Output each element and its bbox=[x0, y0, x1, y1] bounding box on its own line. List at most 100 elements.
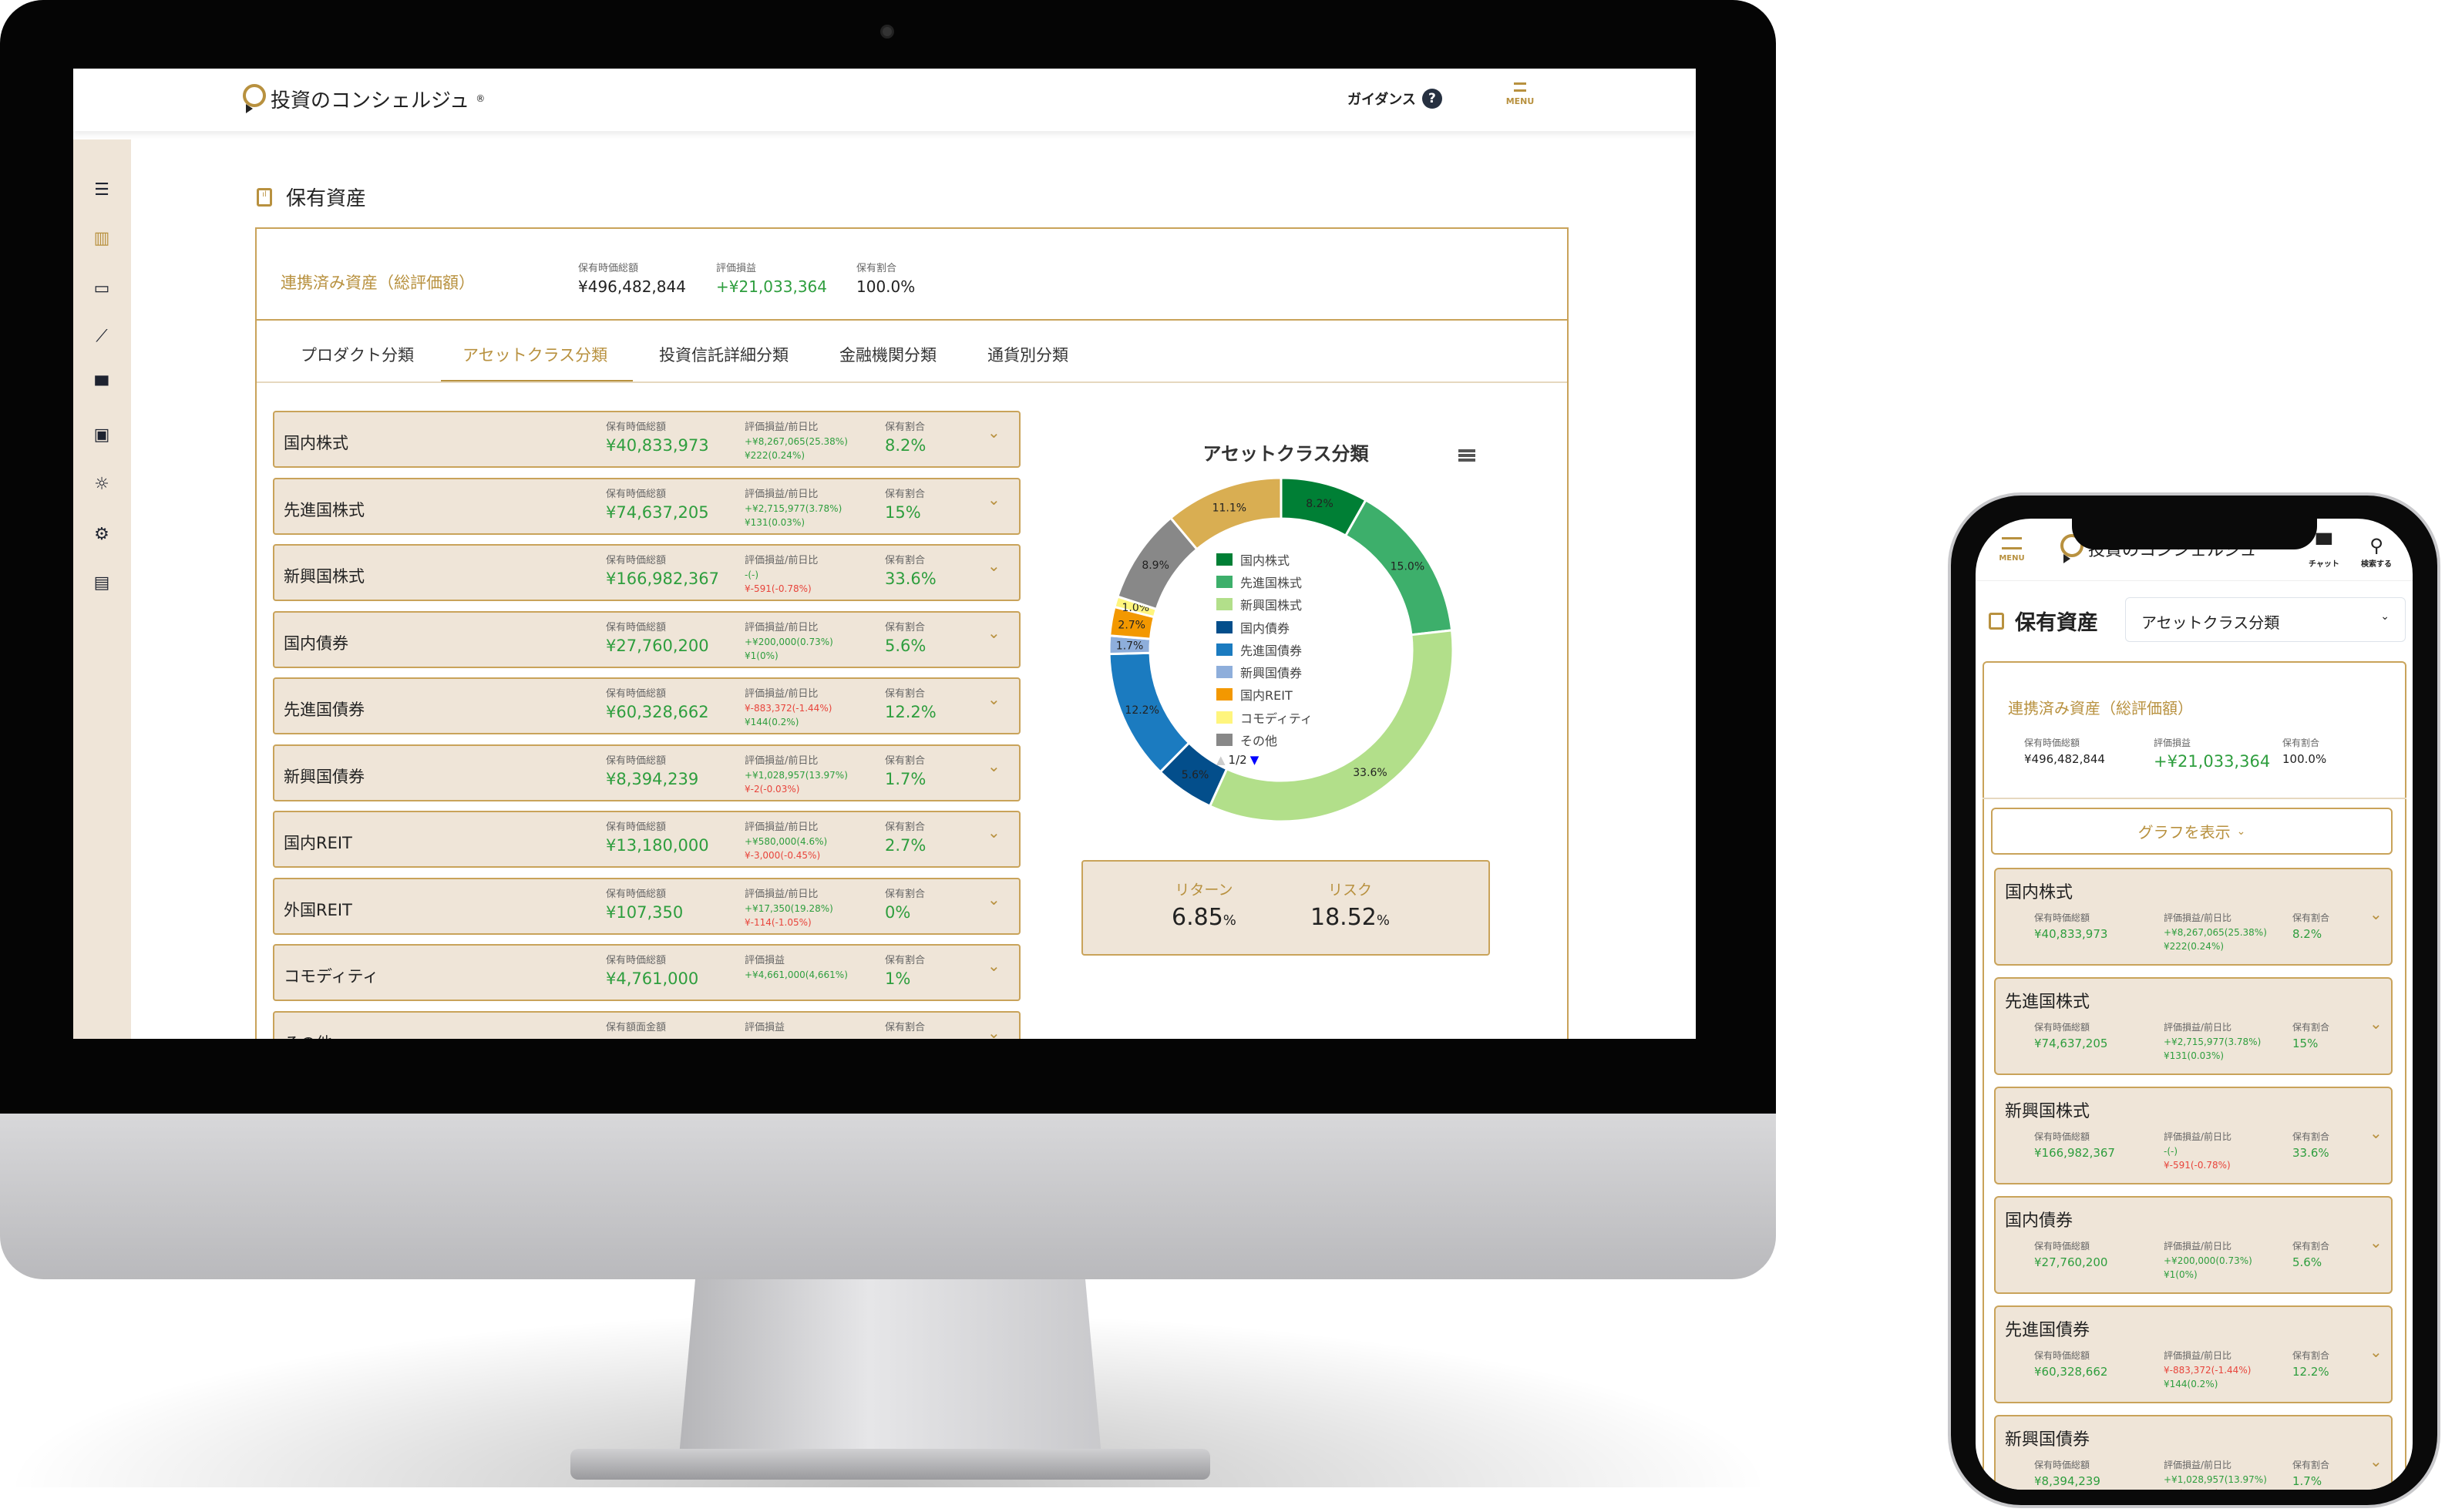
legend-item[interactable]: 先進国債券 bbox=[1216, 638, 1313, 660]
document-icon[interactable]: ▤ bbox=[93, 573, 110, 593]
chevron-down-icon[interactable]: ⌄ bbox=[2369, 1233, 2383, 1252]
chevron-down-icon[interactable]: ⌄ bbox=[2369, 1124, 2383, 1142]
gain-label: 評価損益/前日比 bbox=[2164, 1350, 2232, 1361]
chevron-down-icon[interactable]: ⌄ bbox=[987, 489, 1001, 509]
asset-row[interactable]: コモディティ 保有時価総額 ¥4,761,000 評価損益 +¥4,661,000(4,… bbox=[273, 944, 1021, 1001]
lightbulb-icon[interactable]: ☼ bbox=[94, 474, 109, 494]
tab-2[interactable]: 投資信託詳細分類 bbox=[659, 346, 789, 365]
market-value-col: 保有時価総額 ¥166,982,367 bbox=[606, 552, 719, 588]
logo[interactable]: 投資のコンシェルジュ ® bbox=[241, 84, 485, 113]
credit-card-icon[interactable]: ▭ bbox=[93, 278, 110, 298]
show-graph-button[interactable]: グラフを表示 ⌄ bbox=[1991, 808, 2393, 855]
gain-label: 評価損益/前日比 bbox=[745, 555, 819, 566]
market-value: ¥107,350 bbox=[606, 902, 684, 922]
chevron-down-icon[interactable]: ⌄ bbox=[987, 1023, 1001, 1040]
search-button[interactable]: ⚲ 検索する bbox=[2361, 534, 2392, 569]
legend-item[interactable]: 新興国債券 bbox=[1216, 660, 1313, 683]
legend-next-icon[interactable]: ▼ bbox=[1249, 752, 1259, 767]
chevron-down-icon[interactable]: ⌄ bbox=[2369, 1014, 2383, 1033]
chart-menu-icon[interactable] bbox=[1458, 449, 1475, 462]
asset-row[interactable]: 先進国債券 保有時価総額 ¥60,328,662 評価損益/前日比 ¥-883,372(… bbox=[273, 677, 1021, 734]
legend-swatch bbox=[1216, 711, 1233, 724]
ratio-value: 100.0% bbox=[856, 277, 916, 296]
chevron-down-icon[interactable]: ⌄ bbox=[987, 423, 1001, 442]
asset-row[interactable]: 国内REIT 保有時価総額 ¥13,180,000 評価損益/前日比 +¥580,000… bbox=[273, 811, 1021, 868]
legend-item[interactable]: 国内REIT bbox=[1216, 684, 1313, 706]
contact-card-icon[interactable]: ▣ bbox=[93, 425, 110, 445]
asset-row[interactable]: 新興国債券 保有時価総額 ¥8,394,239 評価損益/前日比 +¥1,028,957… bbox=[273, 744, 1021, 801]
chevron-down-icon[interactable]: ⌄ bbox=[987, 756, 1001, 775]
gain-value: ¥-883,372(-1.44%) bbox=[745, 703, 832, 714]
menu-button[interactable]: MENU bbox=[1501, 82, 1539, 106]
market-value-label: 保有時価総額 bbox=[606, 955, 667, 966]
tab-4[interactable]: 通貨別分類 bbox=[987, 346, 1068, 365]
asset-row[interactable]: 新興国債券 保有時価総額 ¥8,394,239 評価損益/前日比 +¥1,028,957… bbox=[1994, 1415, 2393, 1490]
market-value-label: 保有時価総額 bbox=[2034, 1131, 2090, 1142]
legend-item[interactable]: 国内債券 bbox=[1216, 616, 1313, 638]
legend-swatch bbox=[1216, 643, 1233, 656]
bar-chart-icon bbox=[1989, 612, 2004, 630]
legend-item[interactable]: 先進国株式 bbox=[1216, 570, 1313, 593]
chevron-down-icon[interactable]: ⌄ bbox=[987, 556, 1001, 575]
gain-col: 評価損益/前日比 ¥-883,372(-1.44%) ¥144(0.2%) bbox=[2164, 1349, 2251, 1391]
gear-icon[interactable]: ⚙ bbox=[94, 524, 109, 544]
asset-row[interactable]: 先進国債券 保有時価総額 ¥60,328,662 評価損益/前日比 ¥-883,372(… bbox=[1994, 1305, 2393, 1403]
tab-0[interactable]: プロダクト分類 bbox=[301, 346, 414, 365]
ratio-value: 15% bbox=[885, 502, 921, 522]
chevron-down-icon[interactable]: ⌄ bbox=[2369, 1342, 2383, 1361]
hamburger-icon[interactable]: ☰ bbox=[94, 180, 109, 200]
gain-col: 評価損益/前日比 +¥8,267,065(25.38%) ¥222(0.24%) bbox=[2164, 911, 2267, 953]
chevron-down-icon[interactable]: ⌄ bbox=[2369, 905, 2383, 923]
asset-row[interactable]: 先進国株式 保有時価総額 ¥74,637,205 評価損益/前日比 +¥2,715,97… bbox=[1994, 977, 2393, 1075]
gain-col: 評価損益/前日比 +¥2,715,977(3.78%) ¥131(0.03%) bbox=[2164, 1020, 2261, 1063]
ratio-label: 保有割合 bbox=[2292, 1350, 2330, 1361]
chevron-down-icon[interactable]: ⌄ bbox=[987, 623, 1001, 642]
gain-col: 評価損益/前日比 +¥200,000(0.73%) ¥1(0%) bbox=[2164, 1239, 2252, 1282]
guidance-button[interactable]: ガイダンス ? bbox=[1347, 89, 1442, 109]
donut-slice-9[interactable] bbox=[1169, 476, 1283, 551]
asset-row[interactable]: 先進国株式 保有時価総額 ¥74,637,205 評価損益/前日比 +¥2,715,97… bbox=[273, 477, 1021, 535]
legend-item[interactable]: その他 bbox=[1216, 728, 1313, 751]
gain-label: 評価損益/前日比 bbox=[745, 488, 819, 500]
gain-value: +¥17,350(19.28%) bbox=[745, 902, 833, 914]
chevron-down-icon[interactable]: ⌄ bbox=[987, 690, 1001, 708]
tab-divider bbox=[257, 381, 1567, 383]
asset-row[interactable]: 国内債券 保有時価総額 ¥27,760,200 評価損益/前日比 +¥200,000(0… bbox=[273, 610, 1021, 668]
ratio-label: 保有割合 bbox=[885, 488, 926, 500]
asset-row[interactable]: 国内株式 保有時価総額 ¥40,833,973 評価損益/前日比 +¥8,267,065… bbox=[1994, 868, 2393, 966]
asset-row[interactable]: 外国REIT 保有時価総額 ¥107,350 評価損益/前日比 +¥17,350(19.… bbox=[273, 877, 1021, 935]
asset-row[interactable]: 国内債券 保有時価総額 ¥27,760,200 評価損益/前日比 +¥200,000(0… bbox=[1994, 1196, 2393, 1294]
legend-label: 国内REIT bbox=[1240, 688, 1293, 704]
legend-item[interactable]: 新興国株式 bbox=[1216, 593, 1313, 616]
return-risk-box: リターン 6.85% リスク 18.52% bbox=[1081, 860, 1490, 956]
tab-1[interactable]: アセットクラス分類 bbox=[462, 346, 608, 365]
chevron-down-icon[interactable]: ⌄ bbox=[987, 889, 1001, 909]
asset-row[interactable]: その他 保有額面金額 ¥44,256,000 評価損益 - 保有割合 8.9% ⌄ bbox=[273, 1010, 1021, 1040]
legend-prev-icon[interactable]: ▲ bbox=[1216, 752, 1226, 767]
search-icon: ⚲ bbox=[2369, 535, 2383, 556]
legend-item[interactable]: 国内株式 bbox=[1216, 548, 1313, 570]
bar-chart-icon[interactable]: ▥ bbox=[93, 228, 110, 248]
asset-name: 先進国株式 bbox=[2005, 993, 2090, 1012]
menu-icon bbox=[2002, 537, 2022, 549]
tab-3[interactable]: 金融機関分類 bbox=[839, 346, 937, 365]
chat-icon[interactable]: ▀ bbox=[95, 376, 109, 396]
gain-value: +¥580,000(4.6%) bbox=[745, 836, 828, 847]
asset-row[interactable]: 新興国株式 保有時価総額 ¥166,982,367 評価損益/前日比 -(-) ¥-591… bbox=[273, 544, 1021, 601]
legend-item[interactable]: コモディティ bbox=[1216, 706, 1313, 728]
chevron-down-icon[interactable]: ⌄ bbox=[2369, 1452, 2383, 1470]
gain-value: +¥200,000(0.73%) bbox=[745, 636, 833, 647]
donut-chart: 8.2%15.0%33.6%5.6%12.2%1.7%2.7%1.0%8.9%1… bbox=[1108, 476, 1455, 823]
market-value-col: 保有時価総額 ¥40,833,973 bbox=[2034, 911, 2107, 941]
chat-button[interactable]: ▀ チャット bbox=[2309, 534, 2339, 569]
classification-select[interactable]: アセットクラス分類 ⌄ bbox=[2125, 597, 2406, 642]
line-chart-icon[interactable]: ⟋ bbox=[96, 326, 108, 346]
ratio-value: 8.9% bbox=[885, 1037, 926, 1040]
ratio-col: 保有割合 8.2% bbox=[885, 418, 926, 455]
asset-name: その他 bbox=[284, 1031, 332, 1040]
chevron-down-icon[interactable]: ⌄ bbox=[987, 956, 1001, 975]
mobile-menu-button[interactable]: MENU bbox=[1993, 533, 2031, 563]
asset-row[interactable]: 国内株式 保有時価総額 ¥40,833,973 評価損益/前日比 +¥8,267,065… bbox=[273, 411, 1021, 468]
asset-row[interactable]: 新興国株式 保有時価総額 ¥166,982,367 評価損益/前日比 -(-) ¥-591… bbox=[1994, 1087, 2393, 1184]
chevron-down-icon[interactable]: ⌄ bbox=[987, 823, 1001, 842]
